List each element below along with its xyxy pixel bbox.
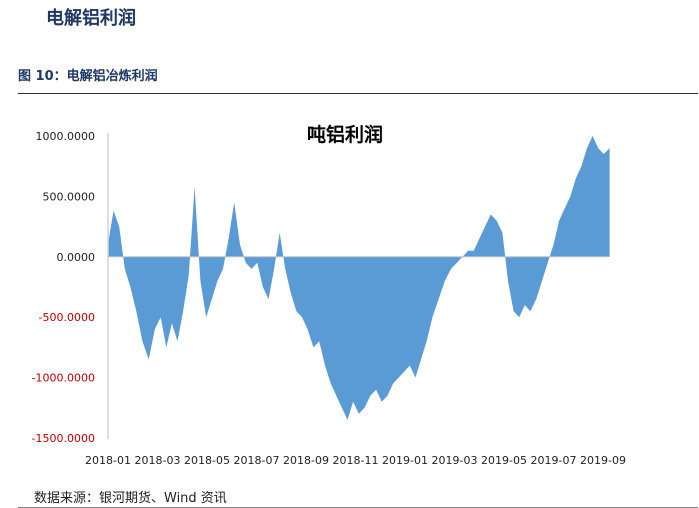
x-tick-label: 2018-09 [283,454,329,467]
profit-area [108,136,610,420]
x-tick-label: 2019-09 [580,454,626,467]
x-tick-label: 2018-03 [135,454,181,467]
section-heading: 电解铝利润 [46,8,136,29]
x-tick-labels: 2018-01 2018-03 2018-05 2018-07 2018-09 2018-… [85,454,626,467]
x-tick-label: 2019-01 [382,454,428,467]
x-tick-label: 2019-05 [481,454,527,467]
caption-divider [18,93,698,94]
x-tick-label: 2019-07 [531,454,577,467]
y-tick-labels: 1000.0000 500.0000 0.0000 -500.0000 -1000.00… [32,130,95,445]
chart-title: 吨铝利润 [307,123,383,146]
y-tick-label: 0.0000 [57,251,96,264]
y-tick-label: 500.0000 [43,190,96,203]
data-source-note: 数据来源：银河期货、Wind 资讯 [34,491,227,506]
y-tick-label: 1000.0000 [36,130,96,143]
profit-chart: 吨铝利润 1000.0000 500.0000 0.0000 -500.0000 -10… [32,123,626,467]
y-tick-label: -500.0000 [39,311,95,324]
y-tick-label: -1500.0000 [32,432,95,445]
figure-caption: 图 10：电解铝冶炼利润 [18,69,158,84]
x-tick-label: 2018-11 [333,454,379,467]
x-tick-label: 2018-05 [184,454,230,467]
x-tick-label: 2018-01 [85,454,131,467]
x-tick-label: 2019-03 [432,454,478,467]
y-tick-label: -1000.0000 [32,372,95,385]
x-tick-label: 2018-07 [234,454,280,467]
